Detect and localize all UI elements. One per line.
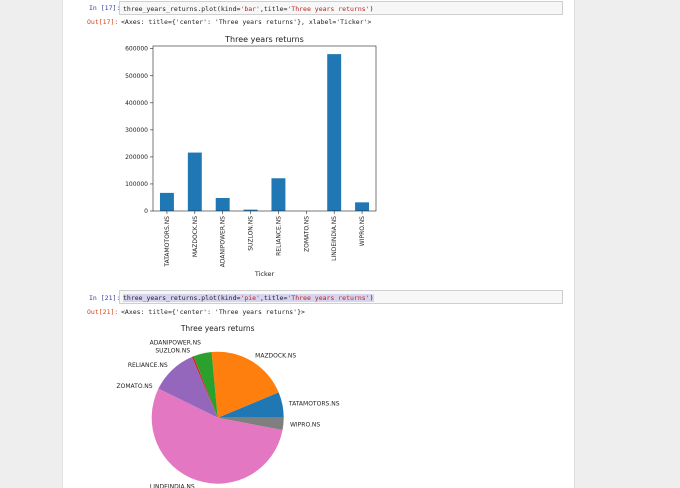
output-text-17: <Axes: title={'center': 'Three years ret…: [121, 18, 372, 26]
output-text-21: <Axes: title={'center': 'Three years ret…: [121, 308, 305, 316]
x-tick-label: SUZLON.NS: [248, 216, 255, 251]
out-prompt-17: Out[17]:: [87, 18, 119, 26]
plot-frame: [152, 45, 377, 212]
pie-label: RELIANCE.NS: [128, 362, 168, 369]
pie-chart-title: Three years returns: [180, 324, 255, 333]
code: ): [369, 294, 374, 302]
code-cell-21[interactable]: three_years_returns.plot(kind='pie',titl…: [119, 290, 563, 304]
bar-LINDEINDIA.NS: [327, 54, 342, 212]
pie-label: WIPRO.NS: [290, 422, 320, 429]
code: 'pie': [240, 294, 260, 302]
pie-label: LINDEINDIA.NS: [150, 484, 195, 488]
notebook: In [17]: three_years_returns.plot(kind='…: [62, 0, 575, 488]
pie-slice-MAZDOCK.NS: [211, 351, 279, 418]
y-tick-label: 100000: [125, 181, 148, 188]
bar-MAZDOCK.NS: [187, 152, 202, 211]
pie-slice-ADANIPOWER.NS: [193, 351, 218, 418]
x-tick-label: TATAMOTORS.NS: [164, 216, 171, 268]
x-tick-label: LINDEINDIA.NS: [331, 216, 338, 261]
code: three_years_returns.plot(kind=: [123, 5, 241, 13]
x-tick-label: ADANIPOWER.NS: [220, 216, 227, 267]
code: three_years_returns.plot(kind=: [123, 294, 241, 302]
code: 'bar': [240, 5, 260, 13]
pie-slice-WIPRO.NS: [217, 417, 284, 431]
y-tick-label: 0: [144, 208, 148, 215]
pie-label: ZOMATO.NS: [117, 383, 153, 390]
pie-label: ADANIPOWER.NS: [150, 340, 201, 347]
in-prompt-17: In [17]:: [89, 4, 121, 12]
x-tick-label: MAZDOCK.NS: [192, 216, 199, 257]
y-tick-label: 300000: [125, 127, 148, 134]
bar-RELIANCE.NS: [271, 178, 286, 211]
pie-label: SUZLON.NS: [155, 348, 190, 355]
code-cell-17[interactable]: three_years_returns.plot(kind='bar',titl…: [119, 1, 563, 15]
pie-slice-RELIANCE.NS: [158, 357, 218, 418]
y-tick-label: 600000: [125, 46, 148, 53]
y-tick-label: 500000: [125, 73, 148, 80]
code: ,title=: [259, 294, 288, 302]
pie-slice-LINDEINDIA.NS: [151, 388, 283, 484]
bar-SUZLON.NS: [243, 209, 258, 211]
x-tick-label: ZOMATO.NS: [303, 216, 310, 252]
bar-TATAMOTORS.NS: [159, 192, 174, 211]
pie-slice-TATAMOTORS.NS: [217, 392, 284, 418]
bar-ADANIPOWER.NS: [215, 198, 230, 211]
y-tick-label: 400000: [125, 100, 148, 107]
bar-WIPRO.NS: [355, 202, 370, 211]
code: 'Three years returns': [287, 294, 370, 302]
in-prompt-21: In [21]:: [89, 294, 121, 302]
out-prompt-21: Out[21]:: [87, 308, 119, 316]
x-axis-label: Ticker: [254, 270, 275, 278]
code: 'Three years returns': [287, 5, 370, 13]
x-tick-label: RELIANCE.NS: [275, 216, 282, 256]
code: ): [369, 5, 374, 13]
x-tick-label: WIPRO.NS: [359, 216, 366, 246]
y-tick-label: 200000: [125, 154, 148, 161]
code: ,title=: [259, 5, 288, 13]
pie-label: TATAMOTORS.NS: [288, 400, 340, 407]
pie-label: MAZDOCK.NS: [255, 353, 296, 360]
pie-slice-SUZLON.NS: [191, 356, 218, 418]
bar-chart-title: Three years returns: [224, 35, 304, 44]
